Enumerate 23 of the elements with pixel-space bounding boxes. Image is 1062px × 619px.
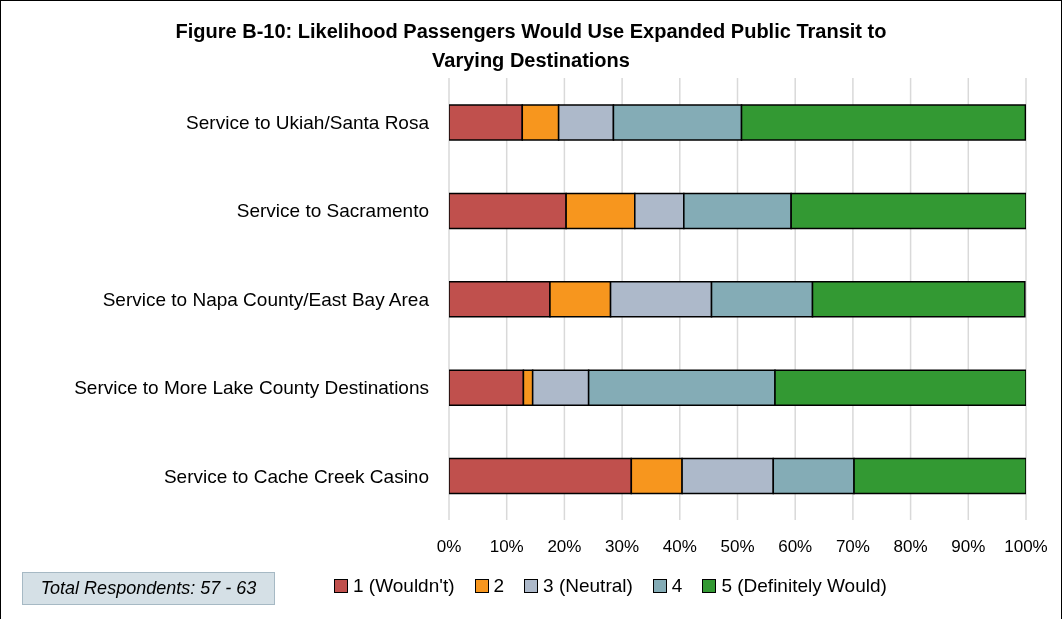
y-tick-label: Service to Ukiah/Santa Rosa: [186, 111, 430, 133]
x-tick-label: 70%: [835, 537, 870, 557]
x-tick-label: 10%: [489, 537, 524, 557]
legend-label: 1 (Wouldn't): [353, 575, 455, 597]
text: Total Respondents: 57 - 63: [22, 572, 275, 605]
y-tick-label: Service to Cache Creek Casino: [163, 465, 429, 487]
x-tick-label: 80%: [893, 537, 928, 557]
y-tick-label: Service to Sacramento: [236, 200, 429, 222]
legend-label: 2: [493, 575, 505, 597]
y-tick-label: Service to More Lake County Destinations: [74, 377, 429, 399]
x-tick-label: 20%: [547, 537, 582, 557]
x-tick-label: 60%: [778, 537, 813, 557]
y-tick-label: Service to Napa County/East Bay Area: [102, 288, 430, 310]
x-tick-label: 0%: [436, 537, 462, 557]
legend-label: 4: [671, 575, 683, 597]
legend-label: 5 (Definitely Would): [721, 575, 887, 597]
x-tick-label: 100%: [1004, 537, 1048, 557]
x-tick-label: 90%: [951, 537, 986, 557]
legend-label: 3 (Neutral): [543, 575, 633, 597]
x-tick-label: 30%: [605, 537, 640, 557]
x-tick-label: 40%: [662, 537, 697, 557]
chart-title: Figure B-10: Likelihood Passengers Would Use Expanded Public Transit to Varying Destinations: [174, 19, 888, 73]
x-tick-label: 50%: [720, 537, 755, 557]
